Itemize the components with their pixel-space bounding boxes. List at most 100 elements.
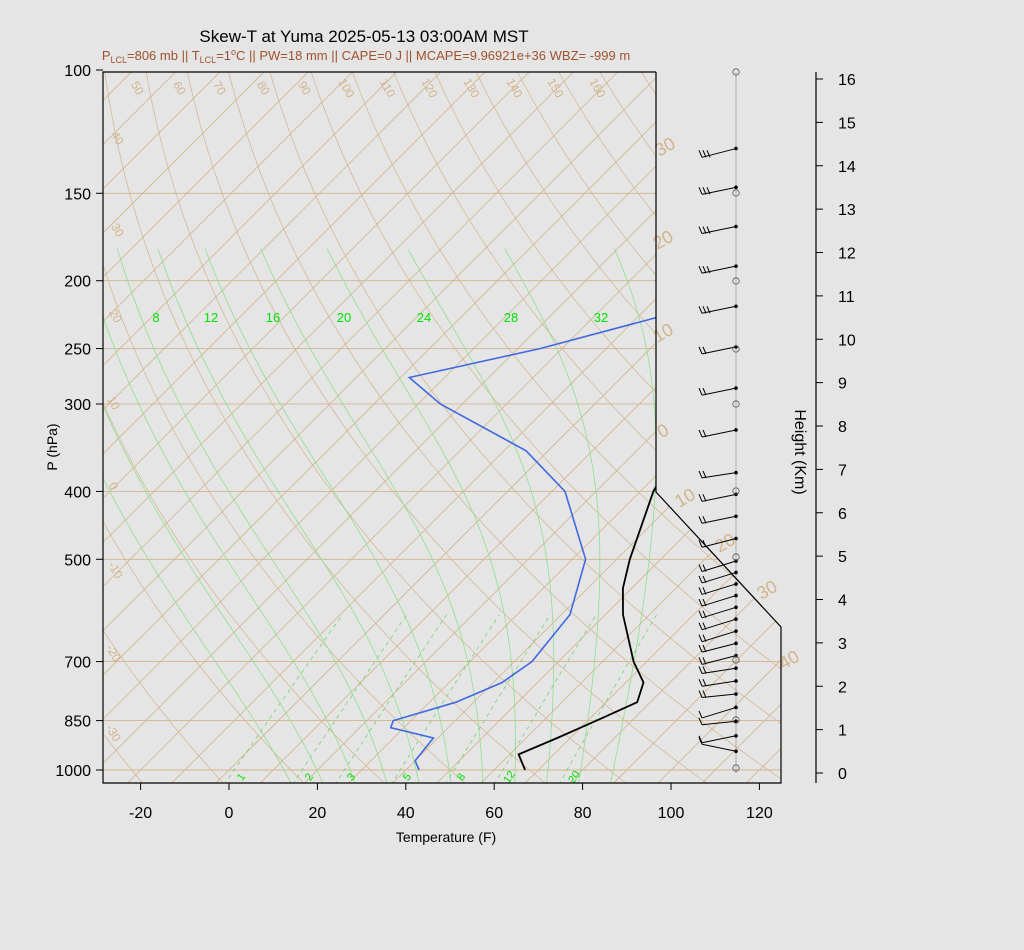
barb-level-marker (732, 716, 740, 724)
pressure-tick-label: 850 (64, 714, 91, 731)
mixing-ratio-label: 8 (455, 771, 468, 783)
wind-barb (698, 690, 738, 699)
wind-barb (698, 386, 738, 396)
height-tick-label: 0 (838, 766, 847, 783)
wind-barb (698, 570, 738, 584)
x-tick-label: 20 (309, 805, 327, 822)
wind-barb (698, 470, 738, 479)
x-tick-label: 0 (225, 805, 234, 822)
adiabat-label: 16 (266, 310, 280, 325)
wind-barb (698, 629, 738, 643)
pressure-tick-label: 500 (64, 552, 91, 569)
wind-barb (698, 679, 738, 687)
x-tick-label: -20 (129, 805, 152, 822)
wind-barb (698, 264, 738, 274)
isotherm-label: 70 (210, 79, 229, 98)
wind-barb (698, 492, 738, 502)
mixing-ratio-label: 1 (235, 771, 248, 783)
isotherm-label: 80 (254, 79, 273, 98)
barb-level-marker (732, 400, 740, 408)
axes: -20 0 20 40 60 80 100 1201001502002503004005007… (55, 63, 855, 822)
y-axis-label: P (hPa) (44, 423, 60, 470)
isotherm-label: 40 (108, 129, 127, 148)
height-tick-label: 1 (838, 723, 847, 740)
barb-level-marker (732, 553, 740, 561)
barb-level-marker (732, 189, 740, 197)
height-tick-label: 14 (838, 159, 856, 176)
adiabat-label: 8 (152, 310, 159, 325)
barb-level-marker (732, 345, 740, 353)
barb-level-marker (732, 764, 740, 772)
mixing-ratio-label: 3 (345, 771, 358, 783)
adiabat-label: 28 (504, 310, 518, 325)
wind-barb (698, 304, 738, 314)
x-tick-label: 40 (397, 805, 415, 822)
wind-barb (698, 733, 738, 744)
chart-title: Skew-T at Yuma 2025-05-13 03:00AM MST (199, 27, 528, 46)
wind-barb (698, 146, 738, 158)
wind-barb (698, 559, 738, 573)
x-axis-label: Temperature (F) (396, 829, 496, 845)
height-tick-label: 12 (838, 246, 856, 263)
chart-subtitle: PLCL=806 mb || TLCL=1oC || PW=18 mm || C… (102, 47, 630, 65)
height-tick-label: 5 (838, 549, 847, 566)
wind-barb (698, 582, 738, 595)
wind-barb (698, 428, 738, 438)
barb-level-marker (732, 68, 740, 76)
temperature-profile-line (517, 72, 781, 771)
pressure-tick-label: 150 (64, 186, 91, 203)
mixing-ratio-label: 2 (303, 771, 316, 783)
adiabat-label: 12 (204, 310, 218, 325)
x-tick-label: 100 (658, 805, 685, 822)
height-tick-label: 15 (838, 115, 856, 132)
barb-level-marker (732, 487, 740, 495)
pressure-tick-label: 200 (64, 274, 91, 291)
adiabat-label: 32 (594, 310, 608, 325)
wind-barb (698, 705, 738, 719)
adiabat-label: 24 (417, 310, 431, 325)
height-tick-label: 3 (838, 636, 847, 653)
wind-barb (698, 641, 738, 653)
height-tick-label: 6 (838, 506, 847, 523)
height-tick-label: 10 (838, 332, 856, 349)
plot-area (103, 72, 781, 783)
pressure-tick-label: 1000 (55, 763, 91, 780)
isotherm-label: 90 (295, 79, 314, 98)
pressure-tick-label: 400 (64, 484, 91, 501)
wind-barb (698, 605, 738, 619)
mixing-ratio-label: 20 (566, 769, 583, 786)
wind-barb (698, 617, 738, 631)
height-tick-label: 8 (838, 419, 847, 436)
isotherm-label: 10 (104, 394, 123, 413)
adiabat-label: 20 (337, 310, 351, 325)
wind-barb (698, 514, 738, 524)
wind-barb (698, 536, 738, 548)
barb-level-marker (732, 277, 740, 285)
wind-barb (698, 717, 738, 726)
isotherm-label: 20 (106, 307, 125, 326)
isotherm-label: 60 (170, 79, 189, 98)
height-tick-label: 2 (838, 679, 847, 696)
isotherm-label: 50 (128, 79, 147, 98)
x-tick-label: 80 (574, 805, 592, 822)
height-tick-label: 16 (838, 72, 856, 89)
wind-barb (698, 737, 738, 754)
barb-level-marker (732, 656, 740, 664)
wind-barbs (698, 68, 740, 773)
pressure-tick-label: 100 (64, 63, 91, 80)
pressure-tick-label: 300 (64, 397, 91, 414)
wind-barb (698, 666, 738, 674)
pressure-tick-label: 250 (64, 342, 91, 359)
x-tick-label: 60 (485, 805, 503, 822)
height-axis-label: Height (Km) (791, 409, 808, 494)
wind-barb (698, 593, 738, 607)
height-tick-label: 9 (838, 376, 847, 393)
isotherm-label: 30 (108, 221, 127, 240)
height-tick-label: 13 (838, 202, 856, 219)
x-tick-label: 120 (746, 805, 773, 822)
height-tick-label: 7 (838, 462, 847, 479)
wind-barb (698, 185, 738, 195)
height-tick-label: 11 (838, 289, 855, 306)
wind-barb (698, 224, 738, 235)
